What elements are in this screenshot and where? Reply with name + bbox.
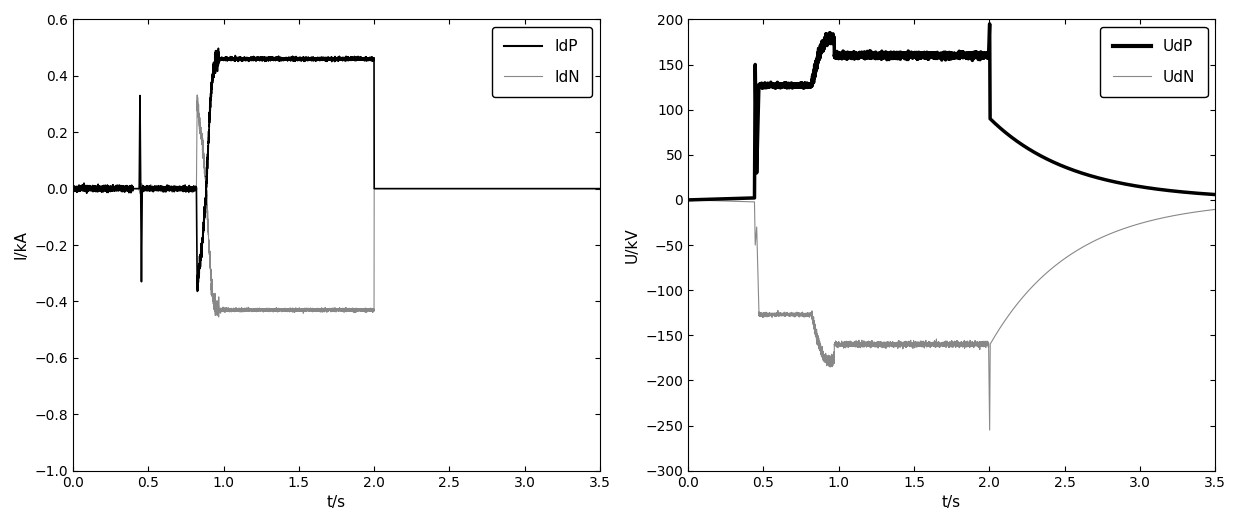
- UdN: [982, 427, 997, 433]
- IdP: [68, 187, 83, 193]
- UdP: [1208, 191, 1223, 198]
- IdN: [68, 186, 83, 192]
- UdN: [784, 311, 799, 317]
- IdN: [169, 188, 184, 194]
- IdP: [211, 45, 226, 51]
- IdN: [87, 185, 102, 192]
- IdN: [211, 314, 226, 320]
- Line: IdN: IdN: [73, 95, 600, 317]
- IdN: [564, 185, 579, 192]
- IdN: [190, 92, 205, 98]
- UdN: [712, 198, 727, 204]
- UdP: [982, 21, 997, 27]
- Legend: IdP, IdN: IdP, IdN: [492, 27, 593, 97]
- UdP: [683, 196, 698, 203]
- Line: IdP: IdP: [73, 48, 600, 291]
- IdN: [593, 185, 608, 192]
- Y-axis label: U/kV: U/kV: [625, 227, 640, 263]
- IdP: [169, 185, 184, 191]
- X-axis label: t/s: t/s: [942, 495, 961, 510]
- UdN: [681, 197, 696, 203]
- Line: UdP: UdP: [688, 24, 1215, 200]
- IdP: [324, 55, 339, 61]
- UdP: [939, 52, 954, 58]
- X-axis label: t/s: t/s: [327, 495, 346, 510]
- IdN: [324, 308, 339, 314]
- IdP: [190, 288, 205, 294]
- UdP: [784, 83, 799, 90]
- UdP: [712, 196, 727, 202]
- UdP: [681, 197, 696, 203]
- UdN: [703, 198, 718, 204]
- UdP: [1179, 189, 1194, 195]
- Legend: UdP, UdN: UdP, UdN: [1100, 27, 1208, 97]
- IdP: [564, 185, 579, 192]
- UdN: [939, 341, 954, 347]
- IdN: [97, 184, 112, 190]
- UdN: [1208, 206, 1223, 213]
- IdN: [66, 185, 81, 192]
- IdP: [97, 186, 112, 192]
- IdP: [593, 185, 608, 192]
- UdN: [683, 197, 698, 203]
- IdP: [66, 185, 81, 191]
- UdN: [1179, 210, 1194, 216]
- UdP: [703, 196, 718, 202]
- Y-axis label: I/kA: I/kA: [14, 231, 29, 259]
- IdP: [87, 185, 102, 191]
- Line: UdN: UdN: [688, 200, 1215, 430]
